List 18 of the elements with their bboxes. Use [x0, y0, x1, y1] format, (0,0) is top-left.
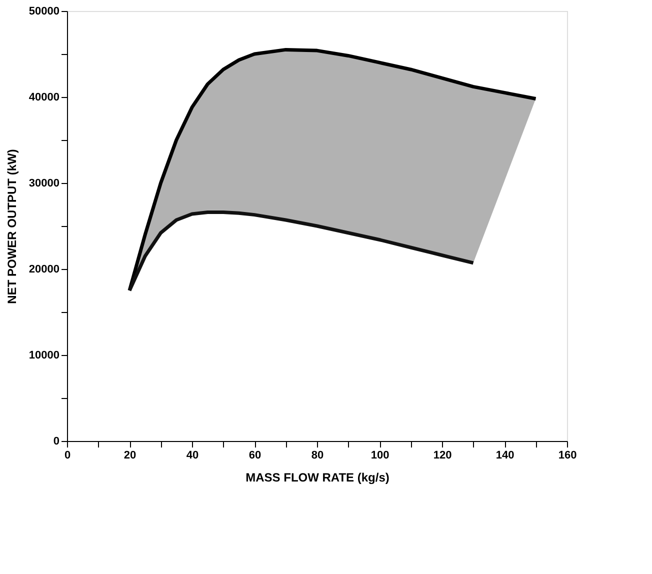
x-tick-label: 20 [124, 450, 136, 462]
x-tick-label: 0 [64, 450, 71, 462]
x-axis-title: MASS FLOW RATE (kg/s) [246, 470, 390, 484]
y-tick-label: 0 [53, 436, 60, 448]
y-tick-label: 20000 [28, 264, 60, 276]
y-tick-label: 50000 [28, 6, 60, 18]
y-tick-label: 40000 [28, 92, 60, 104]
x-tick-label: 60 [248, 450, 262, 462]
x-tick-label: 120 [433, 450, 452, 462]
x-tick-label: 160 [558, 450, 577, 462]
x-tick-label: 80 [311, 450, 324, 462]
x-tick-label: 140 [496, 450, 514, 462]
x-tick-label: 100 [370, 450, 390, 462]
x-tick-label: 40 [186, 450, 199, 462]
y-axis-title: NET POWER OUTPUT (kW) [4, 149, 19, 304]
line-series [128, 210, 475, 292]
y-tick-label: 30000 [28, 178, 60, 190]
y-tick-label: 10000 [28, 350, 60, 362]
